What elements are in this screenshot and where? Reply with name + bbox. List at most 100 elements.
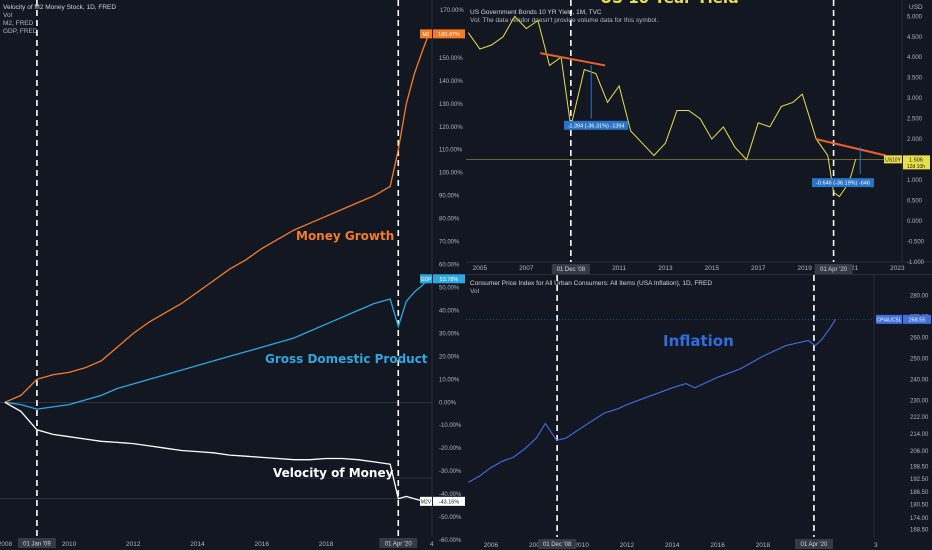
yield-date-marker-box	[814, 264, 853, 274]
cpi-date-marker-box	[794, 539, 833, 549]
yield-y-tick: -0.500	[907, 240, 925, 246]
yield-y-tick: -1.000	[907, 260, 925, 266]
left-panel: Velocity of M2 Money Stock, 1D, FRED Vol…	[0, 0, 466, 550]
cpi-y-tick: 198.50	[910, 465, 929, 471]
cpi-x-tick: 2014	[665, 542, 680, 549]
y-tick-label: 10.00%	[439, 377, 460, 383]
m2-tag-box	[420, 29, 432, 39]
y-tick-label: 0.00%	[439, 400, 457, 406]
y-tick-label: 70.00%	[439, 240, 460, 246]
velocity-value-box	[433, 496, 465, 506]
yield-x-tick: 2019	[797, 265, 812, 272]
cpi-x-tick: 2008	[529, 542, 544, 549]
measure-label-2008: -1.394 (-36.31%) -1394	[568, 123, 625, 129]
cpi-y-tick: 186.50	[910, 490, 929, 496]
m2-line	[4, 33, 430, 403]
x-tick-label: 2008	[0, 541, 12, 548]
yield-countdown: 12d 10h	[907, 164, 925, 170]
yield-tag-label: US10Y	[885, 157, 902, 163]
yield-y-tick: 1.000	[907, 178, 923, 184]
yield-date-marker-label: 01 Dec '08	[557, 267, 586, 273]
yield-x-tick: 2011	[612, 265, 626, 272]
money-growth-annotation: Money Growth	[296, 229, 394, 243]
gdp-line	[4, 278, 430, 410]
yield-last-value: 1.506	[909, 157, 923, 163]
left-chart[interactable]: 170.00%160.00%150.00%140.00%130.00%120.0…	[0, 0, 466, 550]
cpi-y-tick: 174.00	[910, 516, 929, 522]
top-axis-label: 170.00%	[440, 8, 464, 14]
date-marker-label: 01 Jan '09	[23, 542, 51, 548]
date-marker-label: 01 Apr '20	[385, 542, 412, 548]
y-tick-label: -60.00%	[439, 538, 462, 544]
legend-m2: M2, FRED	[3, 20, 34, 27]
y-tick-label: 110.00%	[439, 148, 463, 154]
legend-gdp: GDP, FRED	[3, 28, 38, 35]
yield-date-marker-box	[551, 264, 590, 274]
left-legend[interactable]: Velocity of M2 Money Stock, 1D, FRED Vol…	[3, 4, 116, 36]
measure-box-2020	[812, 178, 874, 188]
cpi-date-marker-label: 01 Dec '08	[543, 542, 572, 548]
cpi-date-marker-box	[538, 539, 577, 549]
cpi-chart[interactable]: 280.00270.00260.00250.00240.00230.00222.…	[466, 275, 932, 550]
m2-tag-label: M2	[423, 32, 430, 38]
y-tick-label: -40.00%	[439, 492, 462, 498]
legend-cpi-title: Consumer Price Index for All Urban Consu…	[470, 280, 713, 287]
yield-y-tick: 3.000	[907, 96, 923, 102]
velocity-tag-label: M2V	[421, 499, 432, 505]
cpi-y-tick: 230.00	[910, 398, 929, 404]
legend-cpi-vol: Vol	[470, 288, 480, 295]
x-tick-label: 2016	[255, 541, 270, 548]
cpi-legend[interactable]: Consumer Price Index for All Urban Consu…	[470, 280, 712, 296]
cpi-last-value: 268.55	[909, 317, 926, 323]
cpi-value-box	[903, 314, 931, 324]
y-tick-label: 150.00%	[439, 56, 463, 62]
yield-x-tick: 2023	[890, 265, 905, 272]
y-tick-label: 20.00%	[439, 354, 460, 360]
measure-box-2008	[564, 120, 628, 130]
cpi-y-tick: 192.50	[910, 477, 929, 483]
x-tick-label: 2014	[190, 541, 205, 548]
cpi-x-tick: 2012	[620, 542, 635, 549]
velocity-line	[4, 401, 429, 502]
cpi-x-edge-label: 3	[874, 542, 878, 549]
legend-velocity-title: Velocity of M2 Money Stock, 1D, FRED	[3, 4, 117, 11]
y-tick-label: 40.00%	[439, 308, 460, 314]
yield-y-tick: 0.500	[907, 199, 923, 205]
y-tick-label: 60.00%	[439, 263, 460, 269]
gdp-tag-box	[420, 274, 432, 284]
y-tick-label: 140.00%	[439, 79, 463, 85]
yield-x-tick: 2017	[751, 265, 766, 272]
yield-chart[interactable]: USD US 10 Year Yield 5.000 4.500 4.000 3.500 3…	[466, 0, 932, 275]
y-tick-label: 80.00%	[439, 217, 460, 223]
cpi-date-marker-label: 01 Apr '20	[801, 542, 828, 548]
y-tick-label: -30.00%	[439, 469, 462, 475]
m2-last-value: 160.47%	[438, 32, 460, 38]
legend-yield-title: US Government Bonds 10 YR Yield, 1M, TVC	[470, 9, 602, 16]
legend-yield-vol: Vol: The data vendor doesn't provide vol…	[470, 17, 659, 24]
yield-y-tick: 4.000	[907, 55, 923, 61]
y-tick-label: -20.00%	[439, 446, 462, 452]
cpi-x-tick: 2018	[756, 542, 771, 549]
trend-line-2020	[815, 138, 886, 157]
yield-y-tick: 2.000	[907, 137, 923, 143]
yield-x-tick: 2015	[705, 265, 720, 272]
trend-line-2008	[540, 52, 606, 67]
cpi-tag-label: CPIAUCSL	[876, 317, 901, 323]
gdp-last-value: 53.78%	[440, 277, 459, 283]
cpi-y-tick: 180.50	[910, 502, 929, 508]
x-tick-label: 2012	[126, 541, 141, 548]
y-tick-label: -50.00%	[439, 515, 462, 521]
yield-y-tick: 0.000	[907, 219, 923, 225]
velocity-last-value: -43.16%	[439, 499, 460, 505]
date-marker-box	[379, 538, 418, 548]
yield-value-box	[903, 155, 930, 170]
cpi-y-tick: 280.00	[910, 293, 929, 299]
yield-legend[interactable]: US Government Bonds 10 YR Yield, 1M, TVC…	[470, 9, 658, 25]
y-tick-label: 30.00%	[439, 331, 460, 337]
yield-line	[467, 15, 857, 198]
yield-x-tick: 2005	[473, 265, 488, 272]
date-marker-box	[17, 538, 56, 548]
cpi-x-tick: 2006	[484, 542, 499, 549]
cpi-tag-box	[876, 314, 902, 324]
right-top-panel: US Government Bonds 10 YR Yield, 1M, TVC…	[466, 0, 932, 275]
